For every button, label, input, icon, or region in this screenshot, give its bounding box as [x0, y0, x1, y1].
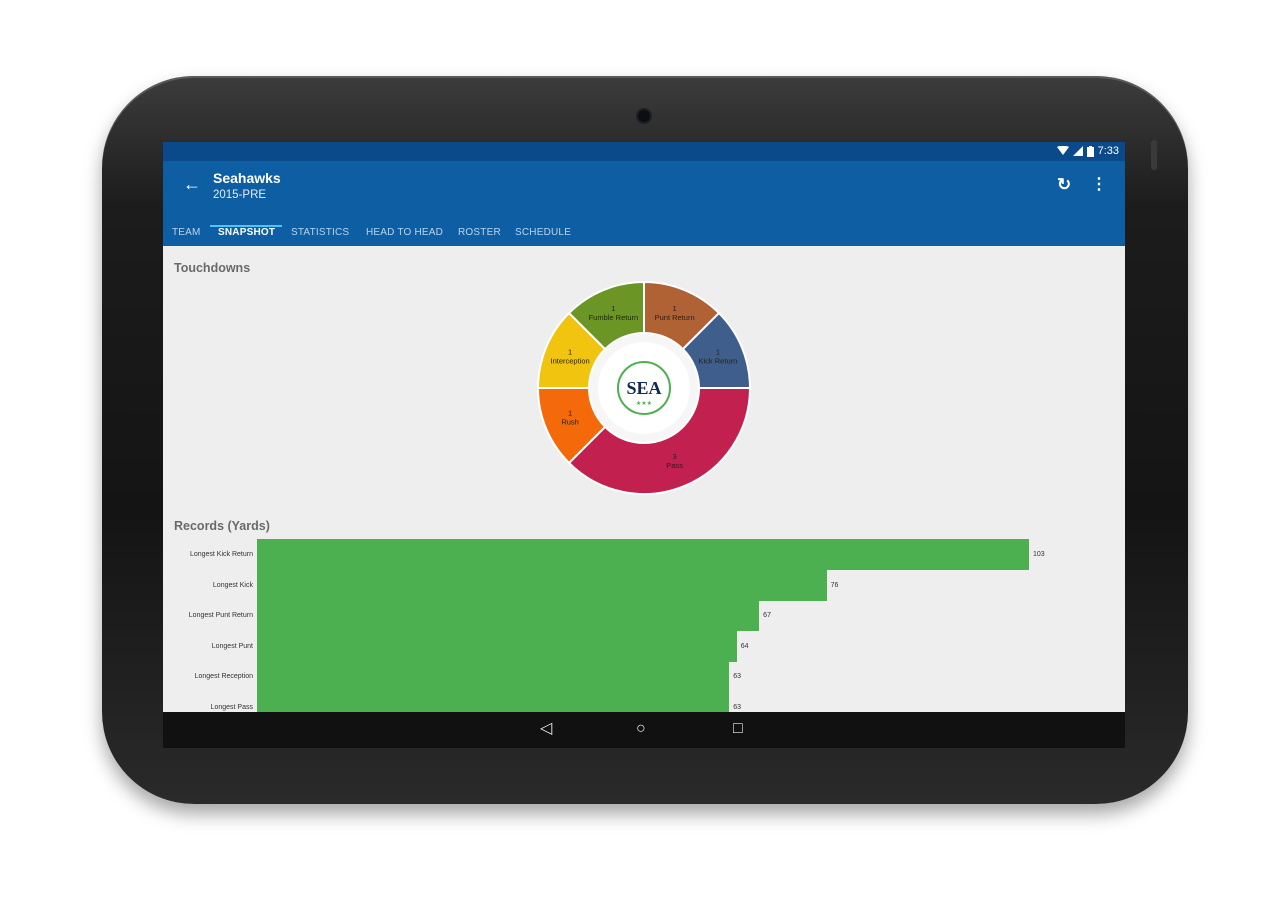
- bar-label: Longest Punt Return: [188, 612, 253, 619]
- tab-statistics[interactable]: STATISTICS: [291, 227, 350, 238]
- app-bar: ← Seahawks 2015-PRE ↻ ⋮ TEAM SNAPSHOT ST…: [163, 161, 1125, 246]
- bar[interactable]: [257, 569, 827, 601]
- touchdowns-donut: 1 Punt Return 1 Kick Return 3 Pass 1 Rush 1 Inter…: [536, 280, 752, 495]
- bar-label: Longest Kick: [212, 581, 253, 589]
- team-logo-stars: ★★★: [636, 400, 652, 407]
- power-button: [1151, 140, 1157, 170]
- screen: 7:33 ← Seahawks 2015-PRE ↻ ⋮ TEAM SNAPSH…: [163, 142, 1125, 748]
- bar-label: Longest Kick Return: [189, 551, 253, 558]
- tab-team[interactable]: TEAM: [172, 227, 201, 238]
- tab-snapshot[interactable]: SNAPSHOT: [218, 227, 276, 238]
- bar-value: 103: [1033, 551, 1045, 558]
- bar-label: Longest Pass: [210, 703, 253, 711]
- records-title: Records (Yards): [174, 519, 270, 533]
- records-chart: Longest Kick Return 103 Longest Kick 76 Long…: [163, 539, 1125, 723]
- page-subtitle: 2015-PRE: [213, 189, 267, 201]
- navigation-bar: ◁ ○ □: [163, 712, 1125, 748]
- donut-slice-label: 3 Pass: [666, 452, 683, 470]
- home-nav-icon[interactable]: ○: [636, 720, 646, 737]
- donut-slice-label: 1 Interception: [550, 347, 589, 365]
- donut-slice-label: 1 Rush: [561, 409, 579, 427]
- battery-icon: [1086, 145, 1094, 157]
- bar-label: Longest Punt: [211, 642, 253, 650]
- recents-nav-icon[interactable]: □: [733, 720, 743, 737]
- tab-roster[interactable]: ROSTER: [458, 227, 501, 238]
- bar-row: Longest Punt Return 67: [163, 600, 1125, 631]
- more-vert-icon[interactable]: ⋮: [1091, 176, 1107, 193]
- donut-slice[interactable]: [567, 280, 645, 351]
- bar[interactable]: [257, 600, 760, 631]
- refresh-icon[interactable]: ↻: [1057, 175, 1072, 194]
- bar-value: 64: [740, 642, 749, 650]
- donut-slice-label: 1 Punt Return: [655, 304, 695, 322]
- bar-row: Longest Reception 63: [163, 661, 1125, 692]
- tab-head-to-head[interactable]: HEAD TO HEAD: [366, 227, 444, 238]
- bar-row: Longest Kick 76: [163, 569, 1125, 601]
- bar-value: 76: [830, 581, 839, 589]
- team-logo-icon: [617, 361, 671, 415]
- tab-schedule[interactable]: SCHEDULE: [515, 227, 572, 238]
- bar-value: 63: [733, 673, 741, 680]
- arrow-back-icon[interactable]: ←: [183, 174, 201, 194]
- bar-label: Longest Reception: [194, 673, 253, 680]
- wifi-icon: [1056, 146, 1069, 155]
- bar-value: 67: [763, 612, 771, 619]
- bar-row: Longest Punt 64: [163, 630, 1125, 662]
- camera-icon: [638, 110, 650, 122]
- bar[interactable]: [257, 661, 730, 692]
- page-title: Seahawks: [213, 170, 281, 186]
- tab-indicator: [210, 225, 282, 227]
- touchdowns-title: Touchdowns: [174, 261, 251, 275]
- status-time: 7:33: [1097, 145, 1119, 157]
- back-nav-icon[interactable]: ◁: [540, 720, 553, 737]
- team-logo-text: SEA: [626, 378, 661, 398]
- bar[interactable]: [257, 539, 1029, 570]
- donut-slice-label: 1 Kick Return: [699, 347, 738, 365]
- touchdowns-chart: 1 Punt Return 1 Kick Return 3 Pass 1 Rush 1 Inter…: [536, 280, 752, 496]
- bar[interactable]: [257, 630, 737, 662]
- donut-slice-label: 1 Fumble Return: [589, 304, 639, 322]
- tab-bar: TEAM SNAPSHOT STATISTICS HEAD TO HEAD RO…: [163, 219, 1125, 246]
- bar-value: 63: [733, 703, 741, 711]
- signal-icon: [1072, 146, 1083, 156]
- bar-row: Longest Kick Return 103: [163, 539, 1125, 570]
- status-bar: 7:33: [163, 142, 1125, 161]
- donut-slice[interactable]: [567, 387, 752, 495]
